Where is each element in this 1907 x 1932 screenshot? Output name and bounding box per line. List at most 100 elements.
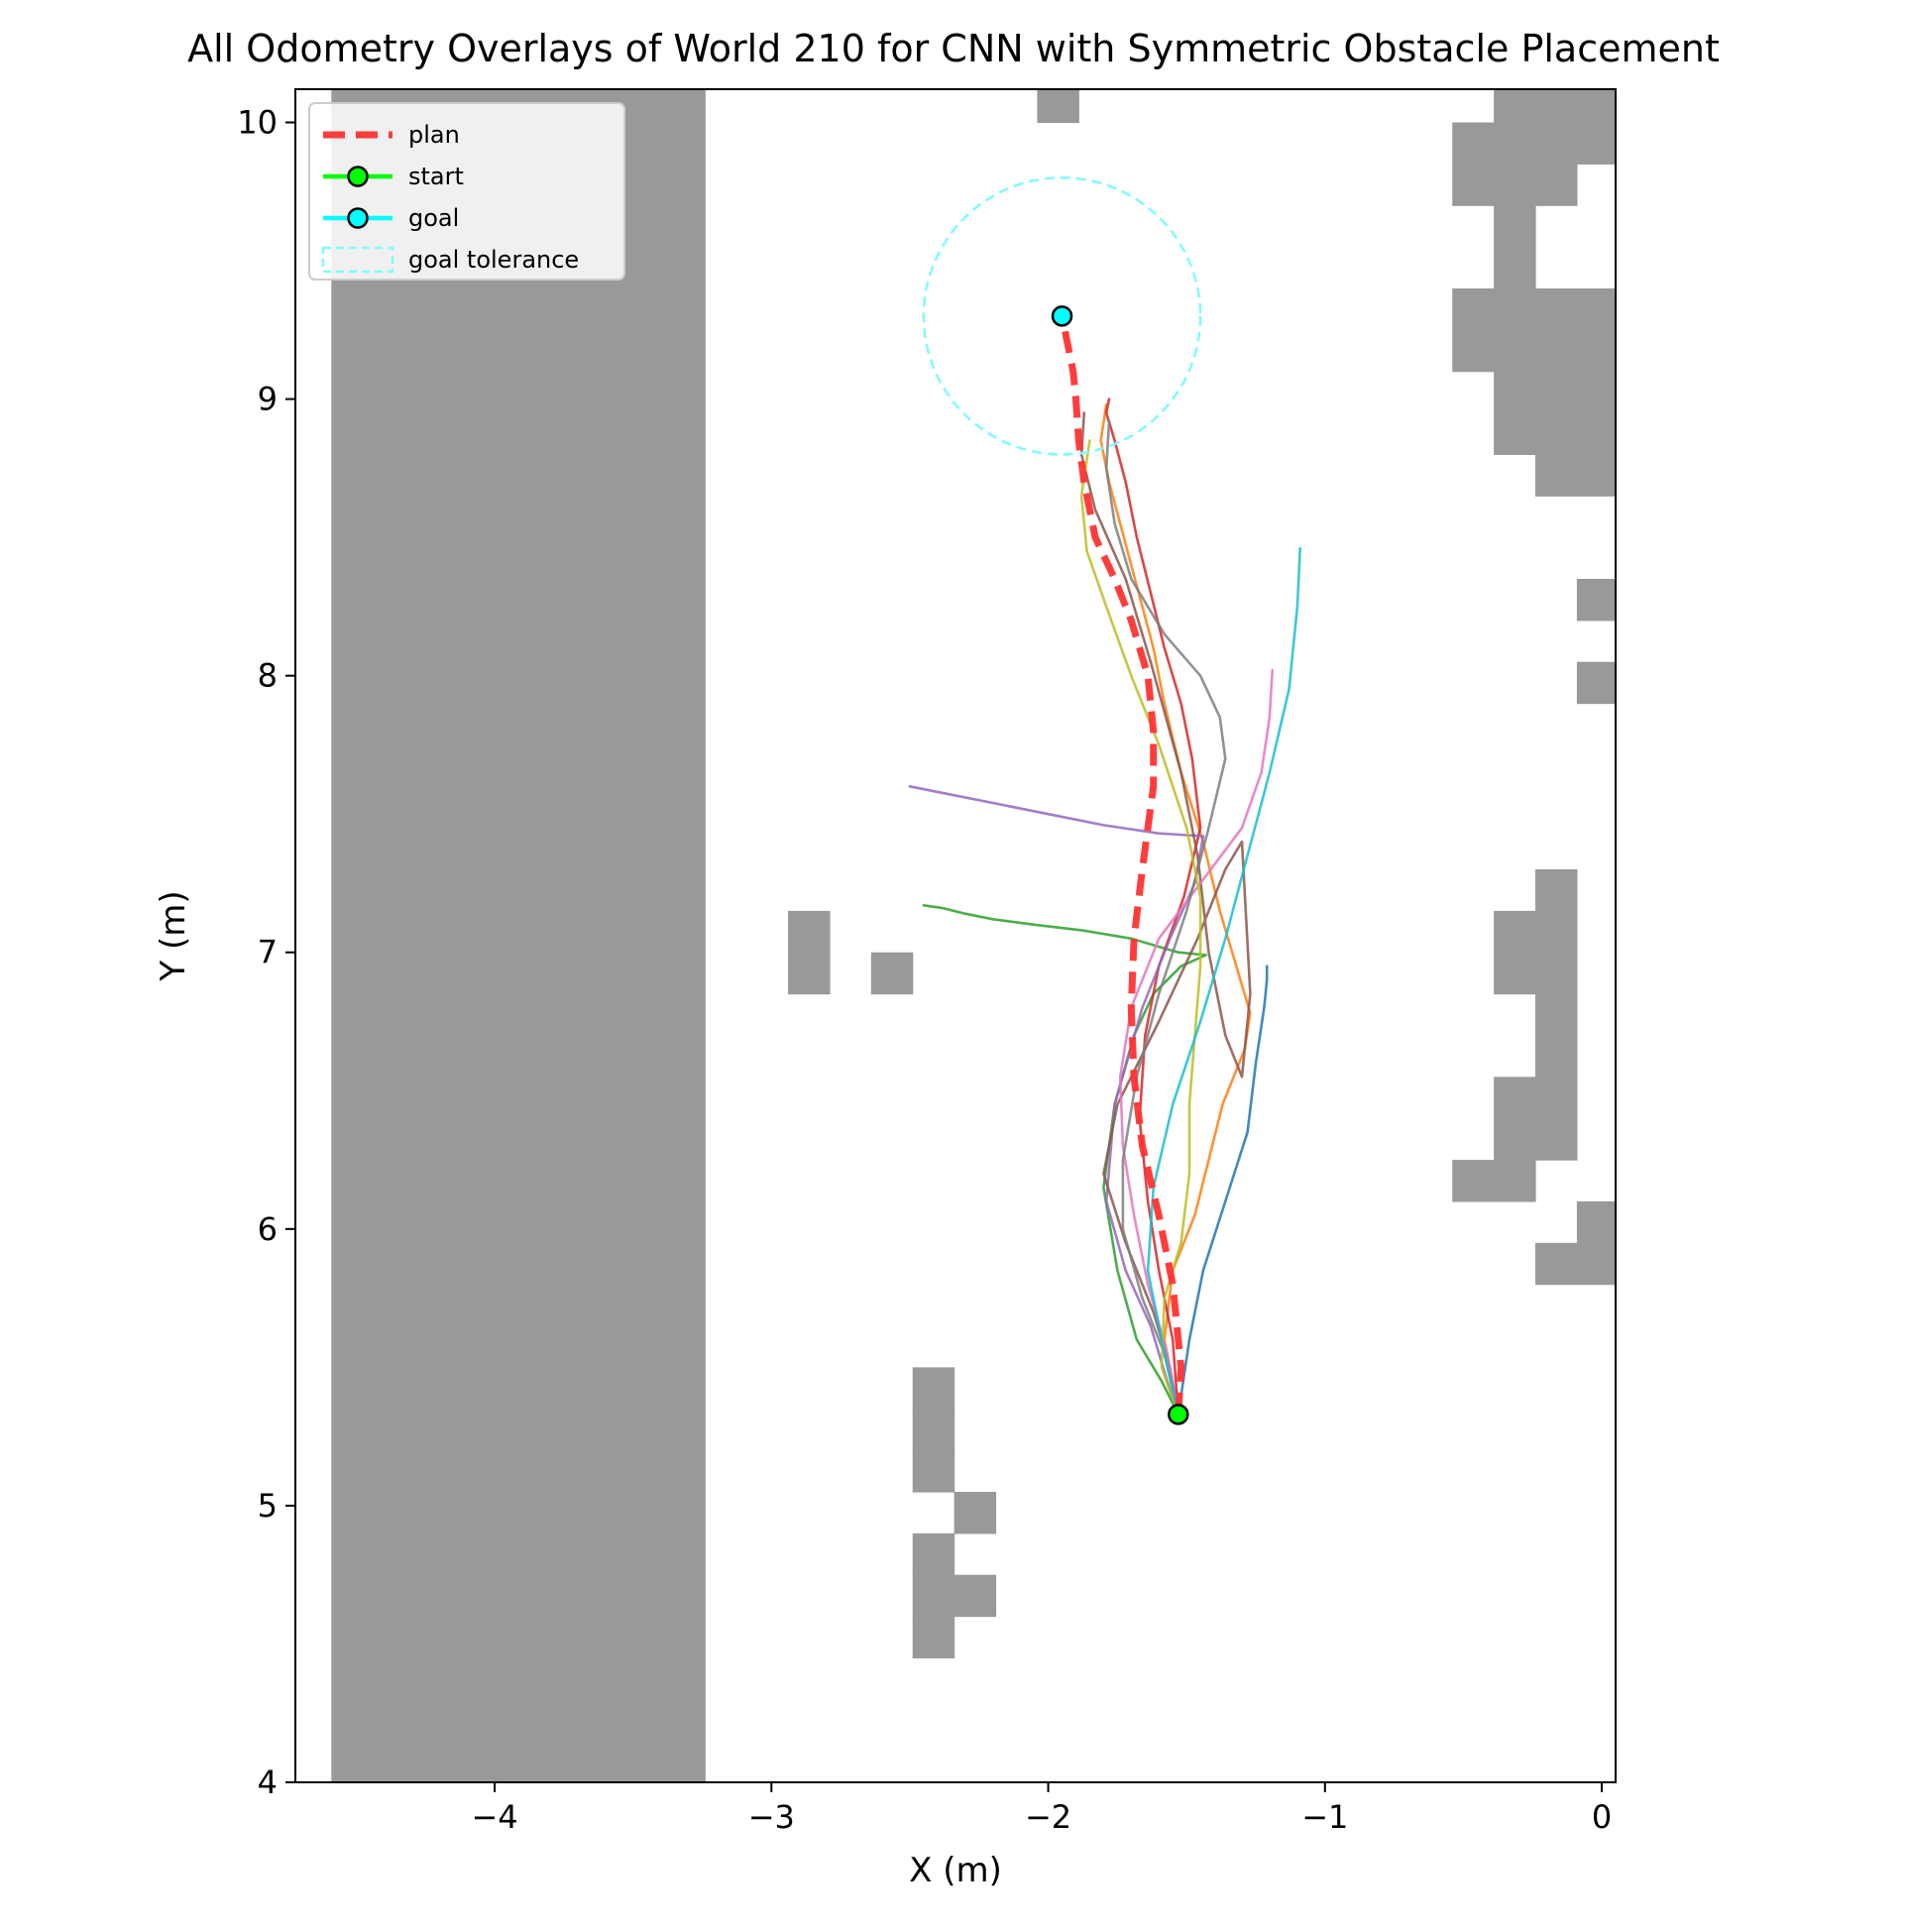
obstacle-cell: [373, 496, 664, 538]
x-tick-label: −4: [471, 1798, 517, 1836]
legend-swatch-tolerance: [321, 246, 394, 274]
obstacle-cell: [1494, 1118, 1578, 1161]
obstacle-cell: [1452, 329, 1616, 373]
obstacle-cell: [1702, 1492, 1743, 1534]
obstacle-cell: [912, 1533, 955, 1576]
obstacle-cell: [912, 1367, 955, 1410]
obstacle-cell: [912, 1574, 997, 1618]
y-tick-label: 10: [237, 103, 278, 141]
obstacle-cell: [373, 454, 664, 497]
obstacle-cell: [1784, 1450, 1907, 1492]
obstacle-cell: [1660, 1077, 1702, 1118]
obstacle-layer: [331, 89, 1907, 1782]
obstacle-cell: [1742, 496, 1784, 537]
obstacle-cell: [1826, 1492, 1907, 1534]
obstacle-cell: [1619, 1160, 1702, 1201]
obstacle-cell: [1576, 287, 1616, 331]
obstacle-cell: [1702, 1450, 1743, 1492]
obstacle-cell: [1619, 1035, 1660, 1077]
obstacle-cell: [373, 952, 457, 995]
obstacle-cell: [373, 1160, 664, 1202]
overlay-layer: [922, 175, 1202, 1425]
obstacle-cell: [1494, 952, 1578, 995]
obstacle-cell: [1494, 1077, 1578, 1119]
obstacle-cell: [1660, 1201, 1702, 1243]
obstacle-cell: [1619, 621, 1660, 662]
obstacle-cell: [912, 1616, 955, 1659]
obstacle-cell: [1702, 205, 1743, 247]
obstacle-cell: [373, 703, 540, 746]
obstacle-cell: [788, 910, 831, 954]
obstacle-cell: [373, 1325, 499, 1368]
obstacle-cell: [1576, 578, 1616, 622]
obstacle-cell: [1037, 89, 1079, 124]
obstacle-cell: [1784, 496, 1867, 537]
obstacle-cell: [414, 910, 457, 954]
plot-frame: [294, 88, 1617, 1783]
obstacle-cell: [1660, 1118, 1702, 1160]
obstacle-cell: [870, 952, 914, 995]
obstacle-cell: [373, 869, 457, 912]
x-tick-label: 0: [1592, 1798, 1612, 1836]
obstacle-cell: [1452, 287, 1578, 331]
obstacle-cell: [1576, 1200, 1616, 1244]
obstacle-cell: [373, 578, 540, 622]
obstacle-cell: [954, 1491, 997, 1534]
obstacle-cell: [373, 329, 623, 373]
odometry-trace: [922, 903, 1207, 1417]
legend: plan start goal goal tolerance: [308, 102, 625, 281]
obstacle-cell: [1535, 454, 1616, 497]
goal-marker: [1051, 305, 1073, 327]
odometry-trace: [1177, 965, 1269, 1417]
legend-label: goal tolerance: [408, 246, 579, 274]
odometry-trace: [1079, 439, 1202, 1417]
x-axis-label: X (m): [909, 1851, 1002, 1890]
legend-label: start: [408, 163, 464, 190]
obstacle-cell: [373, 1242, 582, 1286]
obstacle-cell: [1494, 89, 1616, 124]
obstacle-cell: [373, 786, 415, 829]
obstacle-cell: [373, 537, 664, 580]
obstacle-cell: [1660, 122, 1702, 164]
odometry-trace: [1099, 402, 1252, 1417]
obstacle-cell: [373, 1118, 664, 1161]
obstacle-cell: [1826, 537, 1867, 579]
obstacle-cell: [373, 744, 457, 787]
obstacle-cell: [414, 993, 499, 1037]
obstacle-cell: [1619, 1243, 1660, 1285]
obstacle-cell: [580, 786, 664, 829]
obstacle-cell: [1619, 1409, 1702, 1450]
axis-layer: −4 −3 −2 −1 0 4 5 6 7 8 9 10: [237, 103, 1612, 1836]
obstacle-cell: [1535, 869, 1578, 912]
obstacle-cell: [1452, 1160, 1536, 1202]
x-tick-label: −2: [1025, 1798, 1071, 1836]
obstacle-cell: [373, 1200, 623, 1244]
obstacle-cell: [1702, 1367, 1743, 1409]
goal-tolerance-circle: [922, 175, 1202, 456]
y-tick-label: 7: [258, 934, 278, 971]
obstacle-cell: [912, 1450, 955, 1493]
obstacle-cell: [1742, 247, 1784, 288]
obstacle-cell: [1535, 1242, 1578, 1286]
odometry-trace: [1104, 419, 1227, 1417]
x-tick-label: −1: [1301, 1798, 1348, 1836]
legend-box: [308, 102, 625, 281]
obstacle-cell: [373, 1035, 582, 1078]
x-tick-label: −3: [748, 1798, 795, 1836]
obstacle-cell: [1576, 661, 1616, 705]
obstacle-cell: [1452, 164, 1578, 206]
obstacle-cell: [373, 371, 623, 414]
odometry-trace: [1146, 546, 1301, 1417]
obstacle-cell: [1494, 247, 1536, 289]
obstacle-cell: [373, 287, 623, 331]
obstacle-cell: [373, 620, 540, 663]
obstacle-cell: [1742, 164, 1784, 205]
odometry-trace: [1079, 411, 1252, 1417]
obstacle-cell: [414, 828, 457, 870]
y-tick-label: 4: [258, 1763, 278, 1801]
obstacle-cell: [1494, 371, 1616, 414]
y-axis-label: Y (m): [154, 890, 193, 981]
obstacle-cell: [1576, 1242, 1616, 1286]
obstacle-cell: [1452, 122, 1616, 165]
